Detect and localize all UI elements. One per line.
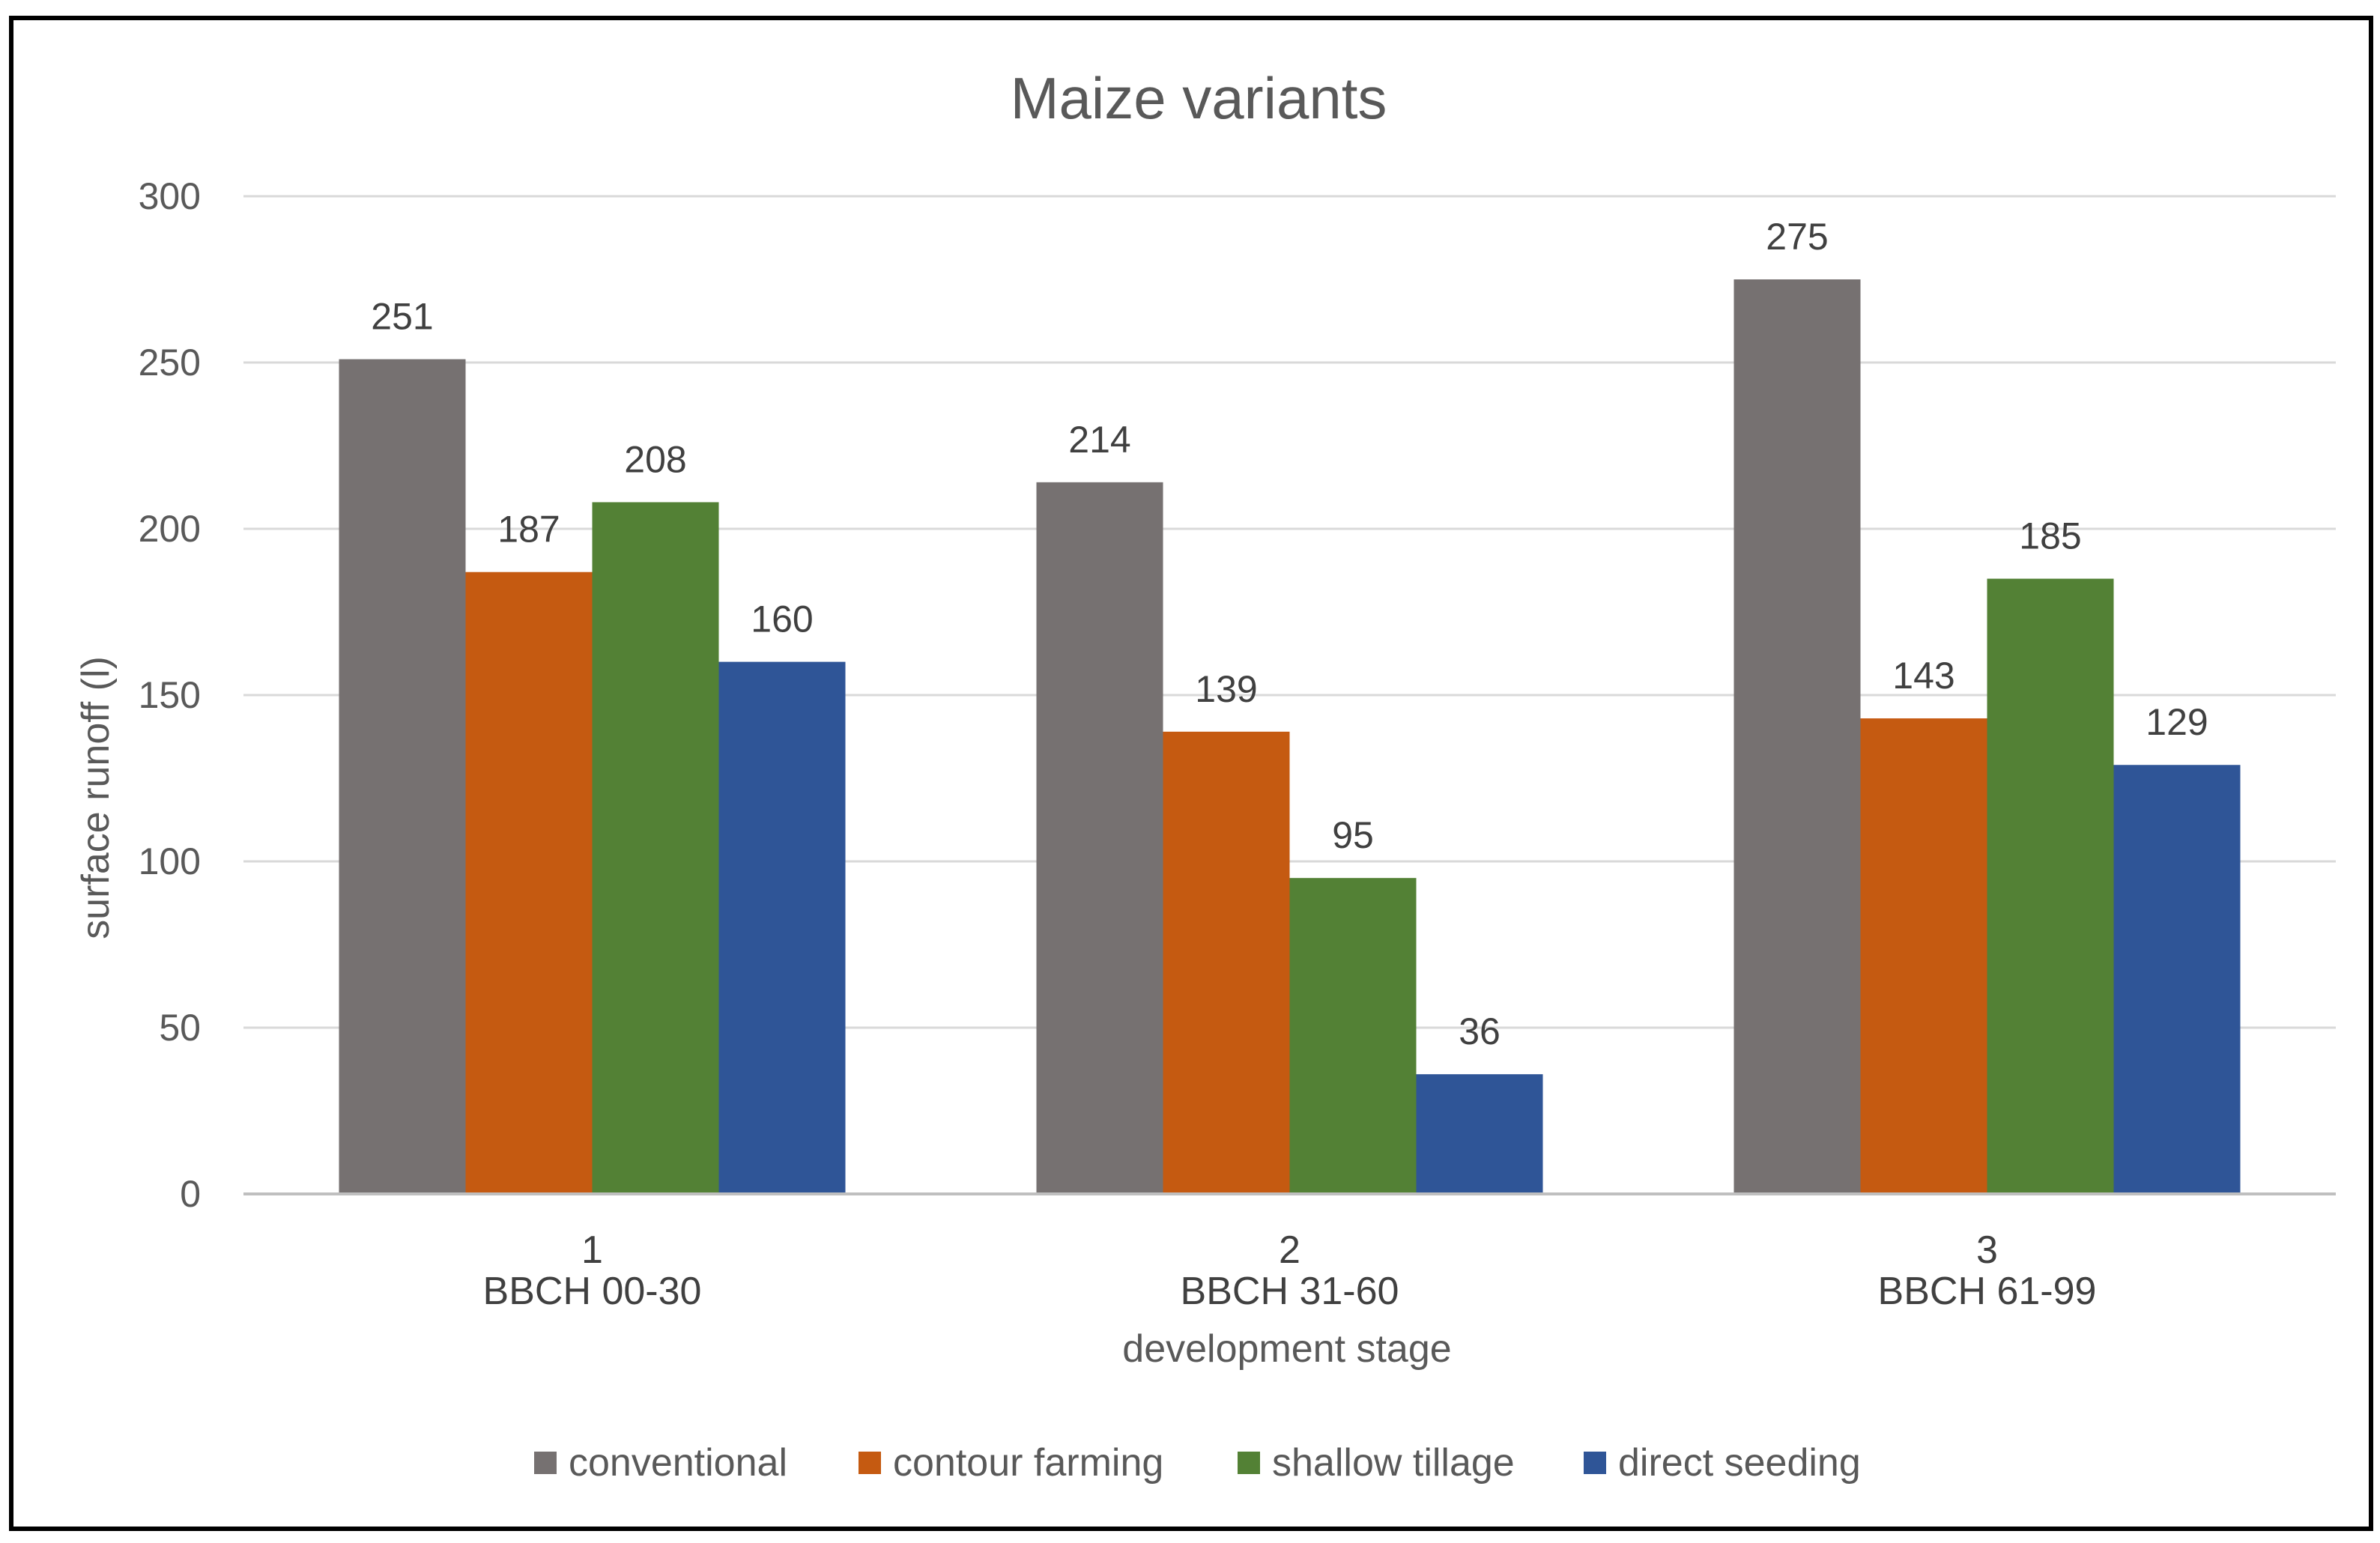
- x-axis-title: development stage: [1122, 1327, 1451, 1371]
- x-category-label: BBCH 00-30: [483, 1270, 702, 1313]
- y-axis-title: surface runoff (l): [74, 656, 118, 939]
- data-label: 160: [751, 598, 813, 640]
- bar-shallow-tillage: [1987, 578, 2114, 1194]
- bar-conventional: [1036, 482, 1163, 1194]
- y-tick-label: 200: [139, 508, 201, 550]
- data-label: 185: [2019, 515, 2081, 557]
- x-category-index: 1: [581, 1228, 603, 1272]
- data-label: 139: [1195, 668, 1257, 710]
- x-category-index: 2: [1279, 1228, 1300, 1272]
- data-label: 214: [1068, 419, 1130, 461]
- y-tick-label: 50: [159, 1007, 201, 1049]
- y-axis-ticks: 0 50 100 150 200 250 300: [139, 175, 201, 1215]
- data-label: 251: [371, 296, 433, 338]
- data-labels: 251 187 208 160 214 139 95 36 275 143 185 129: [371, 216, 2208, 1052]
- bar-contour-farming: [1163, 731, 1290, 1194]
- x-category-label: BBCH 61-99: [1878, 1270, 2097, 1313]
- bar-direct-seeding: [2113, 765, 2241, 1194]
- legend-label: direct seeding: [1618, 1441, 1861, 1485]
- legend-label: contour farming: [893, 1441, 1163, 1485]
- y-tick-label: 0: [180, 1173, 201, 1215]
- data-label: 208: [624, 438, 686, 480]
- data-label: 187: [497, 509, 560, 551]
- bar-shallow-tillage: [592, 502, 719, 1194]
- bar-direct-seeding: [718, 661, 846, 1194]
- legend-swatch: [1584, 1452, 1606, 1474]
- legend-swatch: [859, 1452, 881, 1474]
- bars: [339, 279, 2241, 1194]
- bar-contour-farming: [465, 572, 593, 1194]
- y-tick-label: 300: [139, 175, 201, 217]
- legend-label: conventional: [569, 1441, 787, 1485]
- data-label: 143: [1892, 655, 1954, 697]
- data-label: 129: [2146, 701, 2208, 743]
- data-label: 36: [1459, 1010, 1501, 1052]
- x-category-label: BBCH 31-60: [1181, 1270, 1399, 1313]
- y-tick-label: 150: [139, 674, 201, 716]
- bar-conventional: [339, 359, 466, 1194]
- x-category-index: 3: [1976, 1228, 1998, 1272]
- bar-conventional: [1733, 279, 1861, 1194]
- legend-swatch: [534, 1452, 557, 1474]
- legend-swatch: [1238, 1452, 1260, 1474]
- bar-shallow-tillage: [1289, 878, 1417, 1194]
- data-label: 275: [1766, 216, 1828, 258]
- bar-contour-farming: [1860, 718, 1987, 1194]
- bar-direct-seeding: [1416, 1074, 1543, 1194]
- y-tick-label: 100: [139, 840, 201, 882]
- data-label: 95: [1332, 814, 1374, 856]
- legend: conventional contour farming shallow tilla…: [534, 1441, 1861, 1485]
- chart-title: Maize variants: [1011, 65, 1387, 131]
- legend-label: shallow tillage: [1272, 1441, 1515, 1485]
- y-tick-label: 250: [139, 342, 201, 384]
